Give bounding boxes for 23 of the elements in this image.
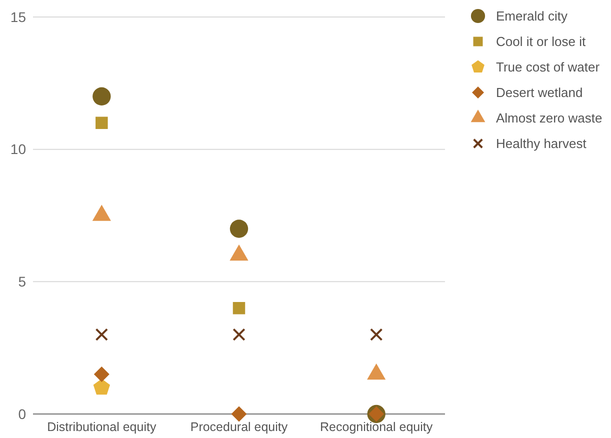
x-tick-label: Procedural equity — [190, 420, 288, 434]
point — [232, 328, 246, 341]
legend-label: Almost zero waste — [496, 110, 602, 126]
point — [370, 328, 383, 341]
legend-label: Emerald city — [496, 8, 568, 24]
x-tick-label: Recognitional equity — [320, 420, 434, 434]
legend-label: Cool it or lose it — [496, 34, 586, 50]
point — [96, 116, 108, 129]
y-tick-label: 10 — [10, 141, 26, 158]
legend-label: True cost of water — [496, 60, 600, 75]
point — [230, 220, 248, 238]
point — [232, 302, 246, 314]
point — [92, 87, 111, 106]
point — [95, 328, 108, 341]
legend-label: Desert wetland — [496, 85, 583, 100]
legend-label: Healthy harvest — [496, 136, 587, 152]
y-tick-label: 15 — [10, 8, 26, 25]
y-tick-label: 0 — [18, 406, 26, 422]
y-tick-label: 5 — [18, 274, 26, 290]
x-tick-label: Distributional equity — [47, 420, 157, 434]
point — [231, 406, 247, 422]
point — [94, 366, 110, 382]
point — [93, 378, 110, 395]
